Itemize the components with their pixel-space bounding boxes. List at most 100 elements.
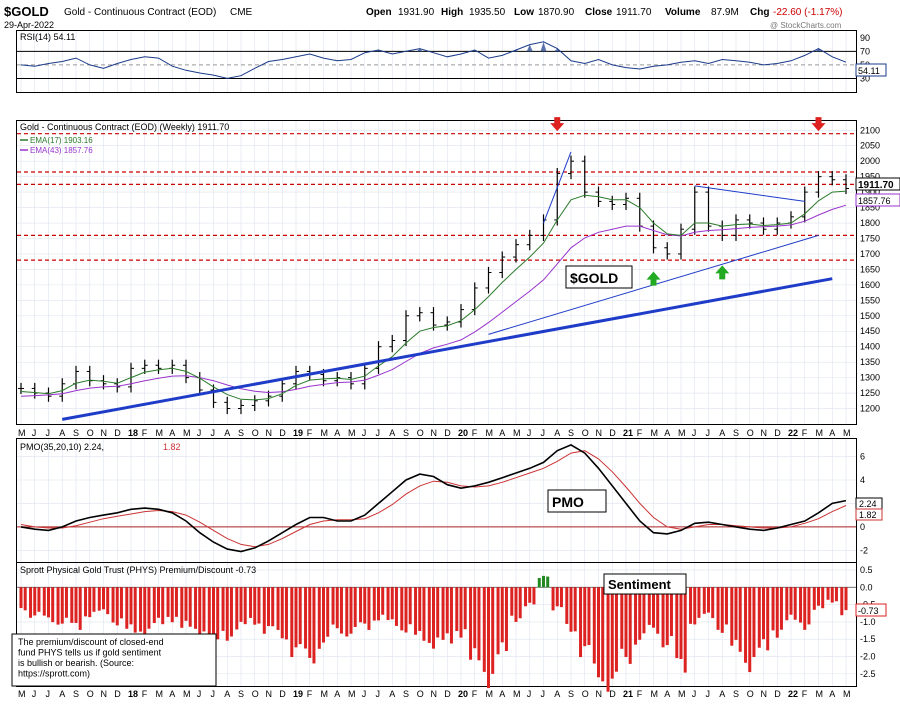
sentiment-bar bbox=[253, 587, 257, 625]
month-label: O bbox=[582, 428, 589, 438]
sentiment-bar bbox=[766, 587, 770, 651]
watermark: @ StockCharts.com bbox=[770, 21, 842, 30]
month-label: S bbox=[238, 428, 244, 438]
month-label: M bbox=[486, 428, 494, 438]
sentiment-bar bbox=[744, 587, 748, 663]
sentiment-bar bbox=[235, 587, 239, 630]
month-label: M bbox=[156, 428, 164, 438]
sentiment-bar bbox=[157, 587, 160, 618]
price-last-badge: 1911.70 bbox=[855, 177, 900, 191]
sentiment-bar bbox=[139, 587, 143, 632]
price-tick-label: 1650 bbox=[860, 264, 880, 274]
sentiment-bar bbox=[51, 587, 55, 623]
sentiment-bar bbox=[606, 587, 610, 692]
sentiment-bar bbox=[445, 587, 449, 634]
sentiment-bar bbox=[683, 587, 687, 673]
price-tick-label: 2000 bbox=[860, 156, 880, 166]
rsi-line bbox=[20, 41, 847, 79]
month-label: A bbox=[719, 689, 725, 699]
sentiment-bar bbox=[620, 587, 624, 649]
rsi-last-value: 54.11 bbox=[858, 66, 880, 76]
month-label: M bbox=[816, 689, 824, 699]
sentiment-bar bbox=[757, 587, 761, 648]
sentiment-bar bbox=[249, 587, 253, 618]
price-tick-label: 1850 bbox=[860, 203, 880, 213]
sentiment-bar bbox=[276, 587, 280, 630]
month-label: F bbox=[637, 689, 643, 699]
pmo-label: PMO(35,20,10) 2.24, bbox=[20, 442, 104, 452]
month-label: D bbox=[279, 428, 286, 438]
sentiment-bar bbox=[711, 587, 715, 619]
sentiment-bar bbox=[56, 587, 60, 625]
sentiment-bar bbox=[583, 587, 587, 647]
sentiment-tick-label: 0.5 bbox=[860, 565, 873, 575]
month-label: O bbox=[582, 689, 589, 699]
sentiment-bar bbox=[326, 587, 330, 637]
month-label: F bbox=[307, 428, 313, 438]
sentiment-bar bbox=[793, 587, 797, 620]
sentiment-bar bbox=[785, 587, 789, 621]
chg-value: -22.60 (-1.17%) bbox=[773, 7, 842, 18]
month-label: D bbox=[279, 689, 286, 699]
month-label: D bbox=[114, 428, 121, 438]
sentiment-bar bbox=[386, 587, 390, 621]
month-label: J bbox=[527, 428, 532, 438]
sentiment-bar bbox=[19, 587, 23, 609]
month-label: M bbox=[18, 428, 26, 438]
arrow-up-icon bbox=[646, 271, 661, 286]
month-label: A bbox=[829, 428, 835, 438]
sentiment-bar bbox=[363, 587, 367, 624]
sentiment-bar bbox=[707, 587, 710, 613]
month-label: M bbox=[816, 428, 824, 438]
month-label: J bbox=[706, 689, 711, 699]
exchange-label: CME bbox=[230, 7, 253, 18]
sentiment-bar bbox=[716, 587, 720, 630]
sentiment-bar bbox=[679, 587, 683, 659]
signal-arrows bbox=[550, 117, 826, 286]
sentiment-bar bbox=[422, 587, 426, 641]
sentiment-panel bbox=[16, 562, 857, 687]
month-label: 18 bbox=[128, 428, 138, 438]
month-label: O bbox=[417, 428, 424, 438]
pmo-grid bbox=[17, 439, 856, 562]
sentiment-bar bbox=[166, 587, 170, 617]
pmo-signal-line bbox=[20, 450, 847, 548]
sentiment-bar bbox=[78, 587, 82, 630]
sentiment-bar bbox=[565, 587, 569, 624]
month-label: J bbox=[376, 689, 381, 699]
sentiment-bar bbox=[60, 587, 64, 624]
month-label: M bbox=[651, 428, 659, 438]
month-label: A bbox=[224, 428, 230, 438]
sentiment-bar bbox=[345, 587, 349, 637]
arrow-down-icon bbox=[550, 117, 565, 132]
sentiment-annotation: Sentiment bbox=[603, 573, 687, 595]
sentiment-bar bbox=[762, 587, 765, 640]
sentiment-last-badge: -0.73 bbox=[855, 603, 887, 617]
sentiment-bar bbox=[33, 587, 37, 616]
sentiment-bar bbox=[129, 587, 133, 625]
sentiment-bar bbox=[500, 587, 504, 643]
month-label: M bbox=[183, 689, 191, 699]
sentiment-bar bbox=[106, 587, 110, 615]
price-tick-label: 1350 bbox=[860, 357, 880, 367]
sentiment-bar bbox=[64, 587, 68, 618]
month-label: O bbox=[747, 428, 754, 438]
sentiment-bar bbox=[738, 587, 742, 652]
month-label: S bbox=[403, 428, 409, 438]
month-label: N bbox=[596, 428, 603, 438]
svg-text:Sentiment: Sentiment bbox=[608, 577, 672, 592]
high-label: High bbox=[441, 7, 463, 18]
month-label: M bbox=[678, 689, 686, 699]
sentiment-bar bbox=[449, 587, 453, 644]
price-grid bbox=[17, 121, 856, 424]
sentiment-bar bbox=[720, 587, 724, 633]
sentiment-bar bbox=[775, 587, 779, 638]
sentiment-bar bbox=[335, 587, 339, 629]
sentiment-tick-label: -1.0 bbox=[860, 617, 876, 627]
sentiment-bar bbox=[23, 587, 27, 611]
month-label: A bbox=[389, 689, 395, 699]
price-tick-label: 1600 bbox=[860, 280, 880, 290]
sentiment-bar bbox=[304, 587, 308, 649]
sentiment-bar bbox=[133, 587, 137, 633]
price-tick-label: 1900 bbox=[860, 187, 880, 197]
